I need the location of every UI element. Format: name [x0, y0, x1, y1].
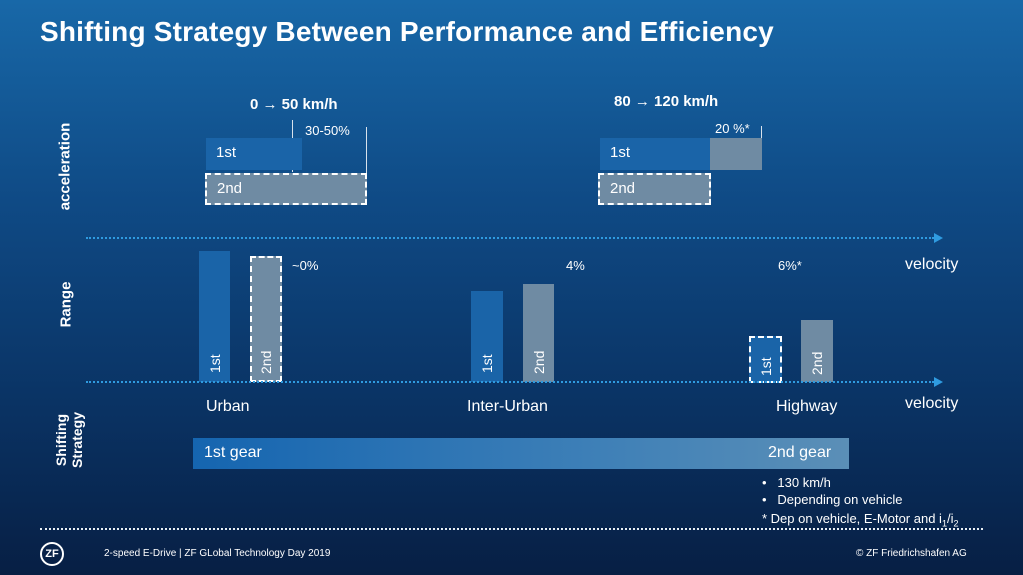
highway-second-bar: 2nd: [801, 320, 833, 382]
accel-right-second-bar: 2nd: [598, 173, 711, 205]
shifting-velocity-label: velocity: [905, 395, 959, 412]
group-label-highway: Highway: [776, 398, 838, 415]
row-label-range: Range: [57, 281, 75, 328]
interurban-second-label: 2nd: [531, 350, 547, 374]
accel-left-marker-2: [366, 127, 367, 204]
footer-divider: [40, 528, 983, 530]
bullet-icon: •: [762, 475, 767, 490]
range-axis: [86, 381, 934, 383]
footer-copyright: © ZF Friedrichshafen AG: [856, 548, 967, 559]
row-label-acceleration: acceleration: [56, 122, 74, 211]
row-label-shifting-text: Shifting Strategy: [53, 411, 85, 469]
gear-notes: • 130 km/h • Depending on vehicle * Dep …: [762, 474, 958, 533]
accel-right-first-bar: 1st: [600, 138, 720, 170]
bullet-text-speed: 130 km/h: [777, 475, 831, 490]
footnote: * Dep on vehicle, E-Motor and i1/i2: [762, 510, 958, 533]
accel-axis-arrow-icon: [934, 233, 943, 243]
footnote-sub-1: 1: [941, 518, 947, 529]
first-gear-label: 1st gear: [204, 444, 262, 461]
zf-logo-icon: ZF: [40, 542, 64, 566]
footnote-text: * Dep on vehicle, E-Motor and i: [762, 511, 942, 526]
interurban-first-label: 1st: [479, 354, 495, 373]
range-axis-arrow-icon: [934, 377, 943, 387]
gear-strategy-bar: 1st gear 2nd gear: [193, 438, 849, 469]
highway-pct: 6%*: [778, 258, 802, 273]
group-label-urban: Urban: [206, 398, 250, 415]
accel-axis: [86, 237, 934, 239]
range-velocity-label: velocity: [905, 256, 959, 273]
urban-second-label: 2nd: [258, 350, 274, 374]
accel-right-extension-bar: [710, 138, 762, 170]
accel-left-pct: 30-50%: [305, 123, 350, 138]
bullet-item-vehicle: • Depending on vehicle: [762, 491, 958, 508]
bullet-text-vehicle: Depending on vehicle: [777, 492, 903, 507]
group-label-interurban: Inter-Urban: [467, 398, 548, 415]
accel-right-pct: 20 %*: [715, 121, 750, 136]
row-label-shifting: Shifting Strategy: [46, 398, 86, 472]
urban-first-label: 1st: [207, 354, 223, 373]
footer-left-text: 2-speed E-Drive | ZF GLobal Technology D…: [104, 548, 331, 559]
second-gear-label: 2nd gear: [768, 444, 832, 461]
accel-left-first-bar: 1st: [206, 138, 302, 170]
accel-right-heading: 80 → 120 km/h: [614, 93, 719, 110]
accel-left-heading: 0 → 50 km/h: [250, 96, 338, 113]
bullet-item-speed: • 130 km/h: [762, 474, 958, 491]
urban-pct: ~0%: [292, 258, 319, 273]
interurban-pct: 4%: [566, 258, 585, 273]
highway-first-bar: 1st: [749, 336, 782, 383]
bullet-icon: •: [762, 492, 767, 507]
footnote-sub-2: 2: [953, 518, 959, 529]
highway-first-label: 1st: [758, 357, 774, 376]
footnote-slash: /i: [946, 511, 954, 526]
accel-left-second-bar: 2nd: [205, 173, 367, 205]
urban-first-bar: 1st: [199, 251, 230, 382]
interurban-second-bar: 2nd: [523, 284, 554, 382]
page-title: Shifting Strategy Between Performance an…: [40, 16, 774, 47]
interurban-first-bar: 1st: [471, 291, 503, 382]
highway-second-label: 2nd: [809, 351, 825, 375]
urban-second-bar: 2nd: [250, 256, 282, 382]
